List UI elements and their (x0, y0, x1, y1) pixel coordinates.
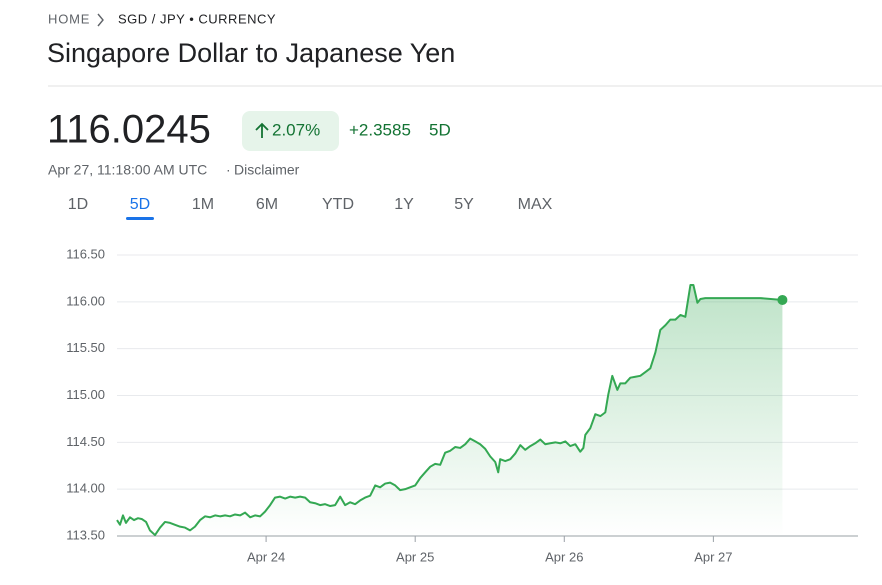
y-tick-label: 114.50 (66, 434, 105, 449)
change-percent: 2.07% (272, 120, 320, 139)
x-tick-label: Apr 24 (247, 549, 285, 564)
price-line (116, 283, 783, 537)
up-arrow (255, 122, 269, 138)
range-tab[interactable]: 1Y (394, 196, 414, 213)
breadcrumb-pair: SGD / JPY • CURRENCY (118, 11, 276, 26)
range-tabs: 1D 5D 1M 6M YTD 1Y 5Y MAX (68, 196, 553, 220)
price: 116.0245 (47, 108, 211, 152)
x-tick-label: Apr 26 (545, 549, 583, 564)
x-tick-label: Apr 27 (694, 549, 732, 564)
area-fill (117, 284, 783, 536)
y-tick-label: 116.00 (66, 293, 105, 308)
y-tick-label: 116.50 (66, 246, 105, 261)
change-badge (242, 111, 339, 151)
y-tick-label: 115.50 (66, 340, 105, 355)
breadcrumb-chevron (97, 13, 104, 27)
page-title: Singapore Dollar to Japanese Yen (47, 38, 455, 68)
breadcrumb-home[interactable]: HOME (48, 11, 90, 26)
separator: · (226, 162, 231, 178)
range-tab[interactable]: 6M (256, 196, 278, 213)
y-tick-label: 114.00 (66, 481, 105, 496)
change-period: 5D (429, 120, 451, 139)
y-tick-label: 113.50 (66, 527, 105, 542)
last-point (777, 294, 788, 305)
y-tick-label: 115.00 (66, 387, 105, 402)
change: +2.3585 (349, 120, 411, 139)
range-tab[interactable]: 1D (68, 196, 88, 213)
range-tab[interactable]: 5D (130, 196, 150, 213)
range-tab[interactable]: 5Y (454, 196, 474, 213)
range-tab[interactable]: 1M (192, 196, 214, 213)
timestamp: Apr 27, 11:18:00 AM UTC (48, 162, 207, 178)
chart: 113.50 114.00 114.50 115.00 115.50 116.00 116.… (66, 246, 858, 564)
disclaimer-link[interactable]: Disclaimer (234, 162, 300, 178)
x-tick-label: Apr 25 (396, 549, 434, 564)
selected-underline (126, 217, 154, 220)
range-tab[interactable]: YTD (322, 196, 354, 213)
range-tab[interactable]: MAX (518, 196, 553, 213)
